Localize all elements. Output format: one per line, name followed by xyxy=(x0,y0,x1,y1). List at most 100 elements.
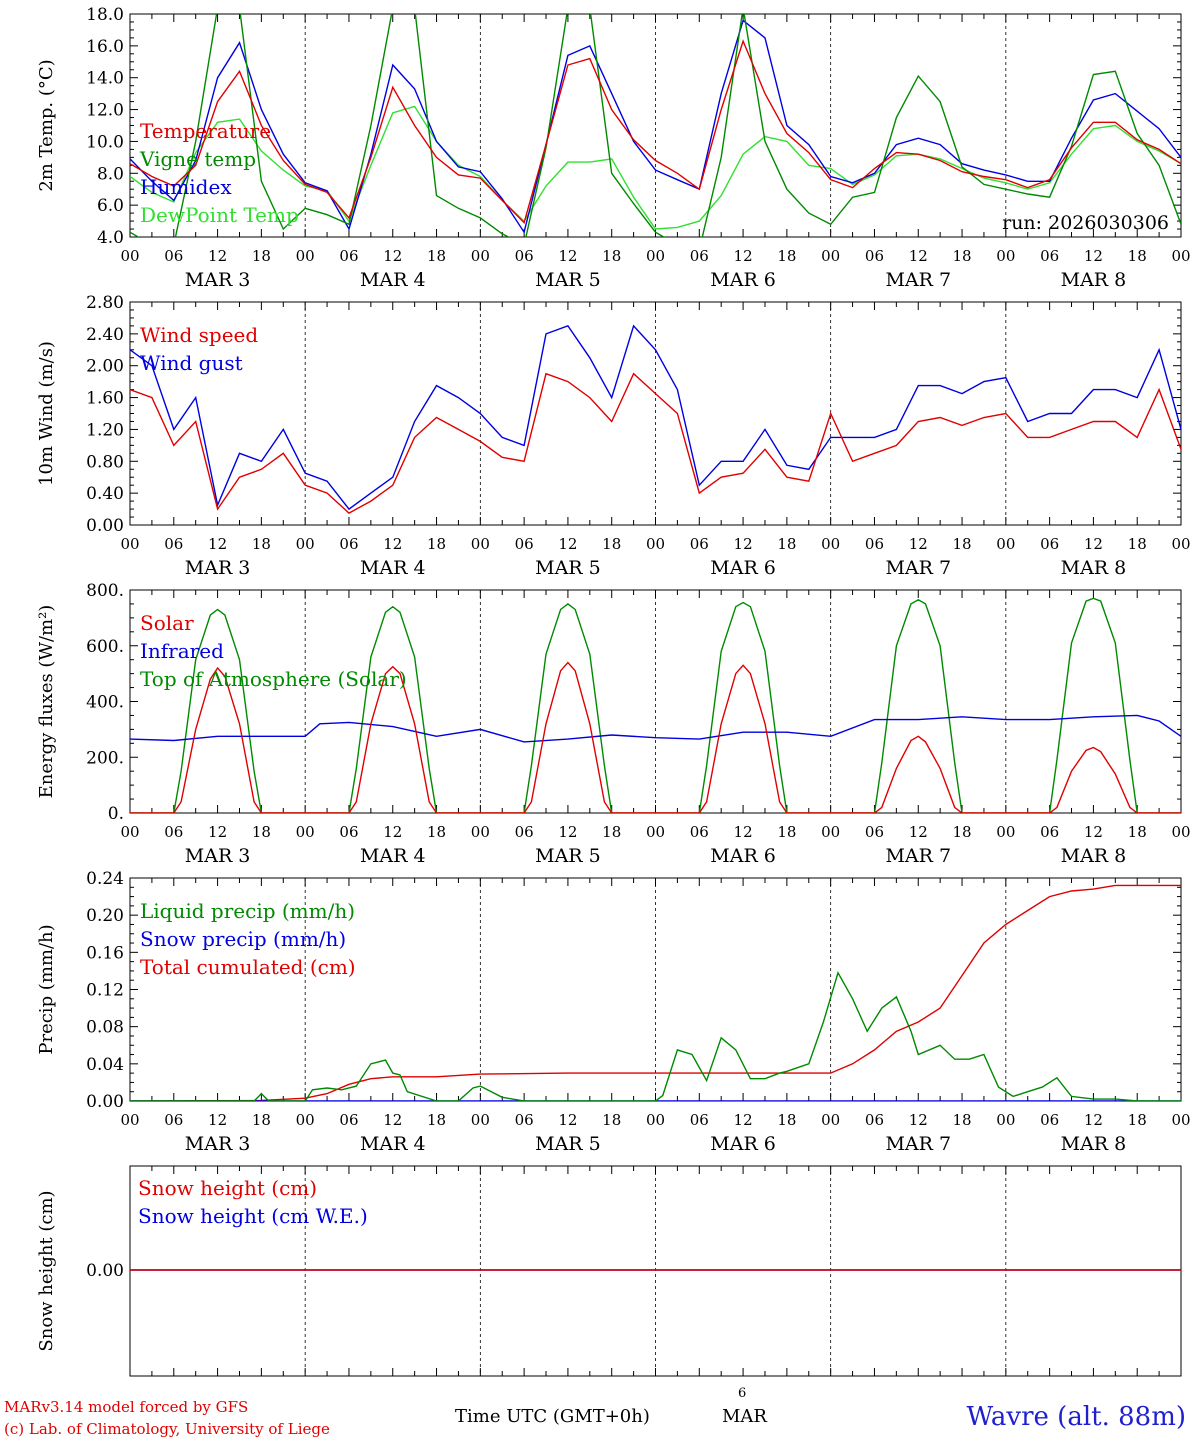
y-axis-title: Energy fluxes (W/m²) xyxy=(36,605,57,799)
x-tick-label: 18 xyxy=(427,535,446,553)
x-tick-label: 12 xyxy=(558,247,577,265)
panel-frame xyxy=(129,589,1182,814)
x-tick-label: 18 xyxy=(602,247,621,265)
series-line-vigne-temp xyxy=(130,14,1181,237)
y-tick-label: 200. xyxy=(86,748,124,768)
x-tick-label: 18 xyxy=(1128,823,1147,841)
x-tick-label: 18 xyxy=(602,1111,621,1129)
x-day-label: MAR 7 xyxy=(885,1133,951,1155)
y-axis-title: 2m Temp. (°C) xyxy=(36,59,57,191)
legend-entry: Top of Atmosphere (Solar) xyxy=(140,667,407,691)
x-tick-label: 12 xyxy=(1084,247,1103,265)
x-day-label: MAR 4 xyxy=(360,845,426,867)
y-tick-label: 14.0 xyxy=(86,69,124,89)
x-tick-label: 18 xyxy=(1128,247,1147,265)
x-tick-label: 18 xyxy=(1128,1111,1147,1129)
x-tick-label: 06 xyxy=(690,247,709,265)
time-axis-label: Time UTC (GMT+0h) xyxy=(455,1406,650,1427)
legend-entry: DewPoint Temp xyxy=(140,203,299,227)
x-tick-label: 12 xyxy=(208,1111,227,1129)
x-tick-label: 00 xyxy=(996,247,1015,265)
series-line-wind-gust xyxy=(130,324,1181,511)
x-tick-label: 12 xyxy=(558,1111,577,1129)
x-tick-label: 18 xyxy=(252,1111,271,1129)
x-tick-label: 18 xyxy=(252,247,271,265)
y-tick-label: 0.12 xyxy=(86,981,124,1001)
series-layer xyxy=(130,324,1181,514)
x-day-label: MAR 7 xyxy=(885,269,951,291)
x-day-label: MAR 3 xyxy=(185,557,251,579)
x-day-label: MAR 4 xyxy=(360,557,426,579)
y-axis-title: Snow height (cm) xyxy=(36,1190,57,1351)
x-tick-label: 00 xyxy=(996,1111,1015,1129)
x-tick-label: 12 xyxy=(1084,823,1103,841)
y-tick-label: 8.0 xyxy=(97,164,124,184)
y-tick-label: 0.80 xyxy=(86,452,124,472)
series-line-wind-speed xyxy=(130,372,1181,514)
x-tick-label: 06 xyxy=(339,247,358,265)
footer-month: MAR xyxy=(722,1406,767,1427)
y-tick-label: 10.0 xyxy=(86,132,124,152)
legend-entry: Snow precip (mm/h) xyxy=(140,927,346,951)
x-tick-label: 12 xyxy=(909,1111,928,1129)
x-tick-label: 06 xyxy=(690,823,709,841)
y-tick-label: 1.20 xyxy=(86,420,124,440)
run-annotation: run: 2026030306 xyxy=(1002,212,1169,234)
x-tick-label: 18 xyxy=(602,535,621,553)
x-tick-label: 18 xyxy=(252,823,271,841)
x-tick-label: 06 xyxy=(865,1111,884,1129)
x-tick-label: 06 xyxy=(1040,1111,1059,1129)
x-tick-label: 18 xyxy=(427,823,446,841)
x-tick-label: 12 xyxy=(558,535,577,553)
x-tick-label: 06 xyxy=(339,1111,358,1129)
x-day-label: MAR 8 xyxy=(1061,845,1127,867)
x-tick-label: 18 xyxy=(777,247,796,265)
series-layer xyxy=(130,597,1181,813)
x-tick-label: 06 xyxy=(1040,535,1059,553)
x-tick-label: 06 xyxy=(690,1111,709,1129)
x-tick-label: 00 xyxy=(120,823,139,841)
legend-entry: Total cumulated (cm) xyxy=(140,955,356,979)
y-tick-label: 1.60 xyxy=(86,389,124,409)
x-tick-label: 06 xyxy=(164,1111,183,1129)
x-day-label: MAR 6 xyxy=(710,269,776,291)
x-day-label: MAR 6 xyxy=(710,1133,776,1155)
y-tick-label: 0.24 xyxy=(86,869,124,889)
x-tick-label: 00 xyxy=(646,823,665,841)
x-tick-label: 06 xyxy=(515,535,534,553)
series-line-infrared xyxy=(130,714,1181,743)
x-tick-label: 18 xyxy=(952,1111,971,1129)
x-tick-label: 00 xyxy=(120,1111,139,1129)
x-tick-label: 18 xyxy=(602,823,621,841)
y-tick-label: 0.16 xyxy=(86,943,124,963)
y-tick-label: 800. xyxy=(86,581,124,601)
x-tick-label: 06 xyxy=(1040,247,1059,265)
y-tick-label: 6.0 xyxy=(97,196,124,216)
x-day-label: MAR 8 xyxy=(1061,1133,1127,1155)
y-tick-label: 2.00 xyxy=(86,357,124,377)
x-tick-label: 06 xyxy=(1040,823,1059,841)
lab-credit: (c) Lab. of Climatology, University of L… xyxy=(4,1420,330,1438)
x-day-label: MAR 6 xyxy=(710,845,776,867)
y-tick-label: 0.00 xyxy=(86,1261,124,1281)
x-tick-label: 00 xyxy=(296,823,315,841)
x-day-label: MAR 5 xyxy=(535,557,601,579)
legend-entry: Wind speed xyxy=(140,323,258,347)
x-tick-label: 12 xyxy=(734,823,753,841)
panel-energy: 0. 200. 400. 600. 800. Energy fluxes (W/m²) 00… xyxy=(36,581,1191,867)
x-tick-label: 12 xyxy=(1084,535,1103,553)
x-tick-label: 12 xyxy=(558,823,577,841)
legend-entry: Liquid precip (mm/h) xyxy=(140,899,355,923)
y-tick-label: 18.0 xyxy=(86,5,124,25)
x-tick-label: 00 xyxy=(471,823,490,841)
x-tick-label: 06 xyxy=(164,823,183,841)
legend-entry: Vigne temp xyxy=(139,147,256,171)
legend-entry: Solar xyxy=(140,611,194,635)
x-tick-label: 00 xyxy=(646,247,665,265)
x-tick-label: 00 xyxy=(646,535,665,553)
x-day-label: MAR 4 xyxy=(360,269,426,291)
x-day-label: MAR 8 xyxy=(1061,269,1127,291)
x-tick-label: 18 xyxy=(777,1111,796,1129)
x-tick-label: 12 xyxy=(909,823,928,841)
x-tick-label: 18 xyxy=(427,1111,446,1129)
